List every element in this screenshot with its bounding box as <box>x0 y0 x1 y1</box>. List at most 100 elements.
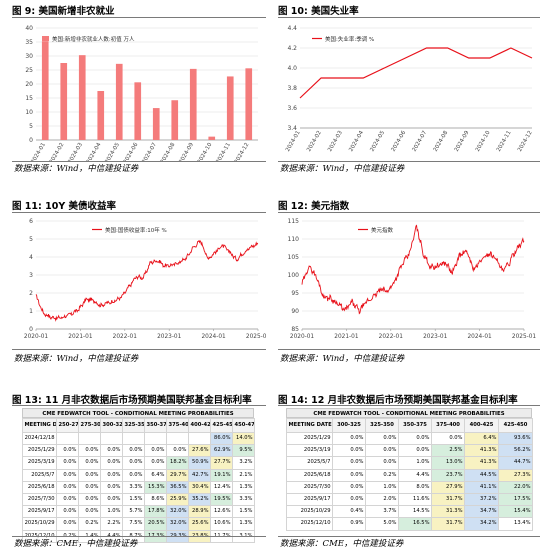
y-tick-label: 20 <box>25 81 33 88</box>
panel-treasury-10y: 图 11: 10Y 美债收益率 0 1 2 3 4 5 6 美国:国债收益率:10年 % 202… <box>12 198 266 370</box>
title-rule <box>278 17 540 18</box>
probability-cell: 0.0% <box>332 468 366 482</box>
meeting-date-cell: 2025/10/29 <box>286 505 333 519</box>
x-tick-label: 2020-01 <box>290 334 315 340</box>
source-rule <box>12 349 266 350</box>
probability-cell: 0.9% <box>332 517 366 531</box>
panel-fedwatch-nov: 图 13: 11 月非农数据后市场预期美国联邦基金目标利率 CME FEDWAT… <box>12 392 266 550</box>
y-tick-label: 3.4 <box>287 125 297 132</box>
probability-cell: 2.1% <box>232 468 255 482</box>
probability-cell: 0.4% <box>332 505 366 519</box>
probability-cell: 44.5% <box>464 468 499 482</box>
probability-cell: 41.3% <box>464 444 499 458</box>
x-tick-label: 2024-12 <box>234 142 251 161</box>
x-tick-label: 2024-01 <box>201 334 226 340</box>
column-header: 400-425 <box>188 418 211 433</box>
x-tick-label: 2024-06 <box>390 130 407 153</box>
probability-cell: 19.1% <box>210 468 233 482</box>
column-header: MEETING DATE <box>22 418 57 433</box>
series-line <box>299 47 533 99</box>
y-tick-label: 0 <box>29 326 33 333</box>
bar <box>152 108 160 140</box>
probability-cell: 14.5% <box>398 505 432 519</box>
probability-cell: 25.6% <box>188 517 211 531</box>
probability-cell: 4.4% <box>398 468 432 482</box>
x-tick-label: 2024-03 <box>67 142 84 161</box>
x-tick-label: 2024-03 <box>327 130 344 153</box>
probability-cell <box>56 431 79 446</box>
bar <box>226 76 234 140</box>
probability-cell: 0.0% <box>332 492 366 507</box>
probability-cell: 0.0% <box>56 444 79 458</box>
probability-cell: 15.3% <box>144 480 167 494</box>
table-header-row: MEETING DATE250-275275-300300-325325-350… <box>22 418 255 433</box>
probability-cell: 3.3% <box>122 480 145 494</box>
column-header: MEETING DATE <box>286 418 333 433</box>
y-tick-label: 1 <box>29 308 33 315</box>
table-row: 2025/9/17 0.0% 2.0% 11.6% 31.7% 37.2% 17.5% <box>286 492 533 507</box>
probability-cell: 14.0% <box>232 431 255 446</box>
y-tick-label: 35 <box>25 39 33 46</box>
probability-cell <box>122 431 145 446</box>
probability-cell: 3.3% <box>232 492 255 507</box>
probability-cell: 0.0% <box>144 444 167 458</box>
table-header-row: MEETING DATE 300-325 325-350 350-375 375-400… <box>286 418 533 433</box>
probability-cell: 0.0% <box>56 505 79 519</box>
x-tick-label: 2024-11 <box>496 130 513 153</box>
column-header: 275-300 <box>78 418 101 433</box>
probability-cell: 0.0% <box>332 456 366 470</box>
probability-cell: 41.1% <box>464 480 499 494</box>
x-tick-label: 2024-04 <box>348 130 365 153</box>
probability-cell: 27.7% <box>210 456 233 470</box>
probability-cell: 20.5% <box>144 517 167 531</box>
probability-cell: 31.3% <box>431 505 465 519</box>
table-row: 2025/5/7 0.0% 0.0% 0.0% 0.0% 6.4% 29.7% 42.7% 19… <box>22 468 255 482</box>
probability-cell: 86.0% <box>210 431 233 446</box>
probability-cell: 0.0% <box>365 431 399 446</box>
column-header: 425-450 <box>498 418 533 433</box>
fedwatch-probability-table: MEETING DATE250-275275-300300-325325-350… <box>22 418 255 543</box>
probability-cell: 2.0% <box>365 492 399 507</box>
probability-cell: 37.2% <box>464 492 499 507</box>
meeting-date-cell: 2025/5/7 <box>22 468 57 482</box>
source-rule <box>12 536 266 537</box>
probability-cell: 0.0% <box>100 480 123 494</box>
probability-cell: 6.4% <box>144 468 167 482</box>
probability-cell: 0.0% <box>332 444 366 458</box>
fedwatch-probability-table: MEETING DATE 300-325 325-350 350-375 375-400… <box>286 418 533 531</box>
bar <box>208 136 216 140</box>
probability-cell: 0.0% <box>100 468 123 482</box>
x-tick-label: 2024-08 <box>160 142 177 161</box>
panel-unemployment: 图 10: 美国失业率 3.4 3.6 3.8 4.0 4.2 4.4 美国:失业率:季调 … <box>278 3 540 175</box>
probability-cell: 0.0% <box>100 456 123 470</box>
probability-cell: 0.0% <box>122 468 145 482</box>
probability-cell: 0.0% <box>78 456 101 470</box>
y-tick-label: 30 <box>25 53 33 60</box>
source-rule <box>278 349 540 350</box>
probability-cell: 0.0% <box>100 492 123 507</box>
probability-cell: 28.9% <box>188 505 211 519</box>
probability-cell: 2.5% <box>431 444 465 458</box>
bar <box>60 63 68 140</box>
probability-cell: 0.0% <box>78 505 101 519</box>
probability-cell: 6.4% <box>464 431 499 446</box>
probability-cell <box>100 431 123 446</box>
probability-cell: 0.0% <box>56 492 79 507</box>
probability-cell <box>78 431 101 446</box>
nonfarm-bar-chart: 0 5 10 15 20 25 30 35 40 美国:新增非农就业人数:初值 万人 2024-01… <box>25 25 258 161</box>
meeting-date-cell: 2025/7/30 <box>22 492 57 507</box>
probability-cell: 0.0% <box>365 456 399 470</box>
y-tick-label: 100 <box>288 272 300 279</box>
title-rule <box>12 405 266 406</box>
probability-cell: 41.3% <box>464 456 499 470</box>
panel-title: 图 14: 12 月非农数据后市场预期美国联邦基金目标利率 <box>278 395 518 406</box>
column-header: 375-400 <box>431 418 465 433</box>
bar <box>245 68 253 140</box>
legend-label: 美国:新增非农就业人数:初值 万人 <box>52 35 135 43</box>
source-rule <box>278 161 540 162</box>
table-row: 2025/12/10 0.9% 5.0% 16.5% 31.7% 34.2% 13.4% <box>286 517 533 531</box>
y-tick-label: 90 <box>291 308 299 315</box>
source-rule <box>278 536 540 537</box>
table-row: 2025/9/17 0.0% 0.0% 1.0% 5.7% 17.8% 32.0% 28.9%… <box>22 505 255 519</box>
bar <box>41 41 49 140</box>
